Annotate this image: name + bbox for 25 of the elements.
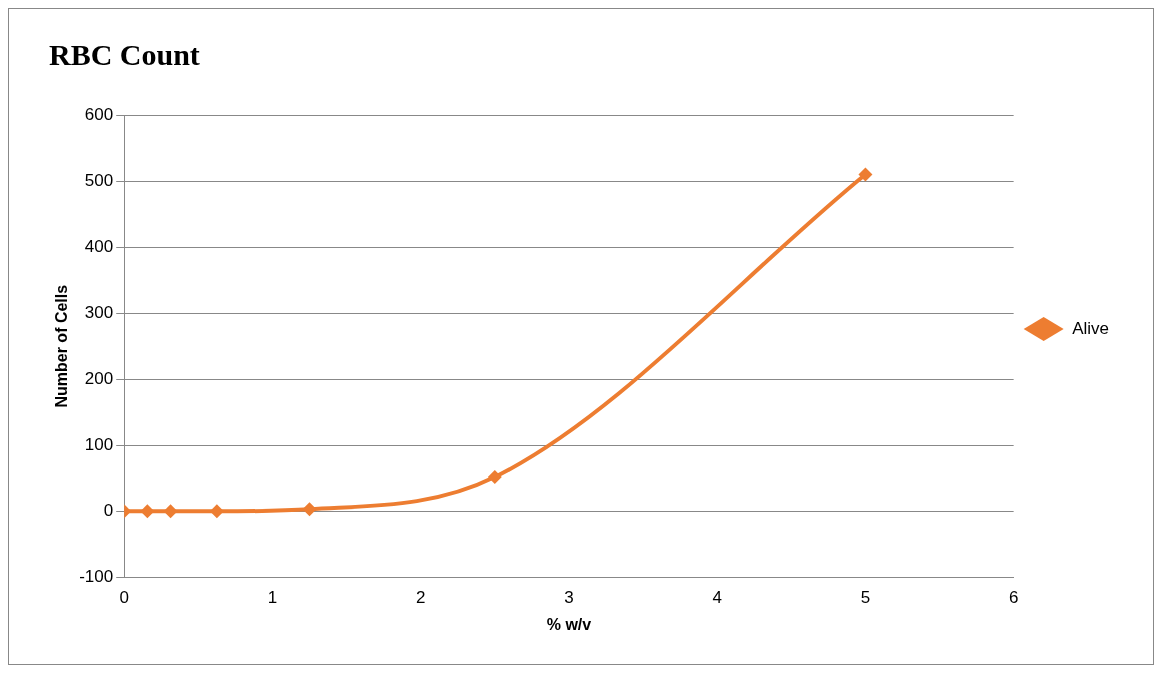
y-tick-label: 300	[84, 302, 114, 322]
x-tick-label: 4	[712, 588, 722, 608]
point	[302, 502, 317, 517]
chart-title: RBC Count	[49, 37, 200, 71]
x-tick-label: 2	[415, 588, 426, 608]
point	[163, 504, 178, 519]
point	[858, 167, 873, 182]
y-axis-title: Number of Cells	[53, 284, 71, 408]
point	[209, 504, 224, 519]
x-tick-label: 0	[119, 588, 129, 608]
x-tick-label: 1	[267, 588, 278, 608]
point	[487, 469, 502, 484]
x-tick-label: 6	[1008, 588, 1019, 608]
x-axis-title: % w/v	[546, 615, 592, 633]
x-tick-label: 5	[860, 588, 871, 608]
x-tick-label: 3	[564, 588, 574, 608]
y-tick-label: 0	[103, 501, 114, 521]
point	[140, 504, 155, 519]
y-tick-label: 600	[84, 104, 114, 124]
y-tick-label: 500	[84, 170, 114, 190]
y-tick-label: 400	[84, 236, 114, 256]
y-tick-label: 200	[84, 368, 114, 388]
y-tick-label: 100	[84, 434, 114, 454]
legend-label: Alive	[1072, 318, 1110, 338]
y-tick-label: -100	[79, 567, 114, 587]
